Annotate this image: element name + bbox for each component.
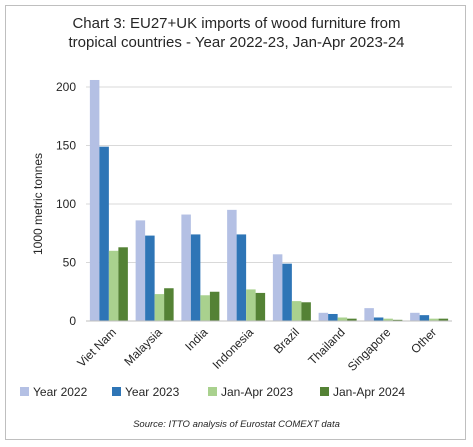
- bar-indonesia-series-2: [236, 234, 247, 321]
- x-tick-label: Thailand: [305, 325, 347, 367]
- x-tick-label: India: [182, 325, 211, 354]
- bar-thailand-series-3: [337, 317, 348, 321]
- legend-label: Jan-Apr 2023: [221, 385, 293, 399]
- bar-indonesia-series-3: [246, 289, 256, 321]
- bar-viet-nam-series-3: [108, 250, 119, 321]
- y-axis-label: 1000 metric tonnes: [31, 153, 45, 255]
- y-tick-label: 0: [69, 314, 76, 328]
- legend-label: Jan-Apr 2024: [333, 385, 405, 399]
- source-note: Source: ITTO analysis of Eurostat COMEXT…: [133, 419, 340, 430]
- y-tick-label: 100: [56, 197, 76, 211]
- y-axis-ticks: 0 50 100 150 200: [56, 80, 76, 328]
- chart-title: Chart 3: EU27+UK imports of wood furnitu…: [0, 14, 473, 52]
- legend-label: Year 2022: [33, 385, 88, 399]
- bar-india-series-3: [200, 295, 210, 321]
- chart-title-line-1: Chart 3: EU27+UK imports of wood furnitu…: [72, 15, 401, 32]
- chart-title-line-2: tropical countries - Year 2022-23, Jan-A…: [68, 34, 405, 51]
- bars: [89, 79, 449, 321]
- x-tick-label: Other: [408, 325, 439, 356]
- bar-india-series-1: [181, 214, 191, 321]
- y-tick-label: 200: [56, 80, 76, 94]
- bar-brazil-series-3: [291, 301, 302, 321]
- bar-malaysia-series-2: [145, 235, 155, 321]
- bar-singapore-series-4: [392, 319, 403, 321]
- bar-india-series-2: [190, 234, 201, 321]
- x-tick-label: Malaysia: [121, 325, 165, 369]
- bar-viet-nam-series-4: [118, 247, 128, 321]
- legend: Year 2022 Year 2023 Jan-Apr 2023 Jan-Apr 20…: [20, 385, 405, 399]
- bar-thailand-series-1: [318, 312, 329, 321]
- bar-thailand-series-2: [328, 313, 338, 321]
- x-tick-label: Brazil: [271, 325, 302, 356]
- bar-brazil-series-2: [282, 263, 292, 321]
- x-tick-label: Singapore: [345, 325, 394, 374]
- legend-swatch: [320, 387, 329, 396]
- bar-other-series-3: [429, 318, 439, 321]
- bar-malaysia-series-4: [164, 288, 174, 321]
- bar-singapore-series-1: [364, 308, 374, 321]
- bar-indonesia-series-1: [227, 209, 237, 321]
- legend-swatch: [20, 387, 29, 396]
- bar-singapore-series-3: [383, 318, 393, 321]
- legend-label: Year 2023: [125, 385, 180, 399]
- bar-india-series-4: [209, 291, 220, 321]
- bar-viet-nam-series-1: [89, 79, 100, 321]
- y-tick-label: 150: [56, 139, 76, 153]
- bar-brazil-series-4: [301, 302, 311, 321]
- bar-singapore-series-2: [373, 317, 384, 321]
- bar-brazil-series-1: [272, 254, 283, 321]
- bar-thailand-series-4: [347, 318, 357, 321]
- bar-other-series-2: [419, 315, 430, 321]
- legend-swatch: [112, 387, 121, 396]
- x-axis-ticks: Viet Nam Malaysia India Indonesia Brazil Thai…: [74, 325, 439, 374]
- x-tick-label: Viet Nam: [74, 325, 119, 370]
- bar-viet-nam-series-2: [99, 146, 109, 321]
- bar-malaysia-series-3: [154, 294, 165, 321]
- legend-swatch: [208, 387, 217, 396]
- bar-other-series-4: [438, 318, 449, 321]
- bar-other-series-1: [410, 312, 420, 321]
- bar-malaysia-series-1: [135, 220, 146, 321]
- x-tick-label: Indonesia: [210, 325, 257, 372]
- bar-indonesia-series-4: [255, 292, 266, 321]
- y-tick-label: 50: [63, 256, 77, 270]
